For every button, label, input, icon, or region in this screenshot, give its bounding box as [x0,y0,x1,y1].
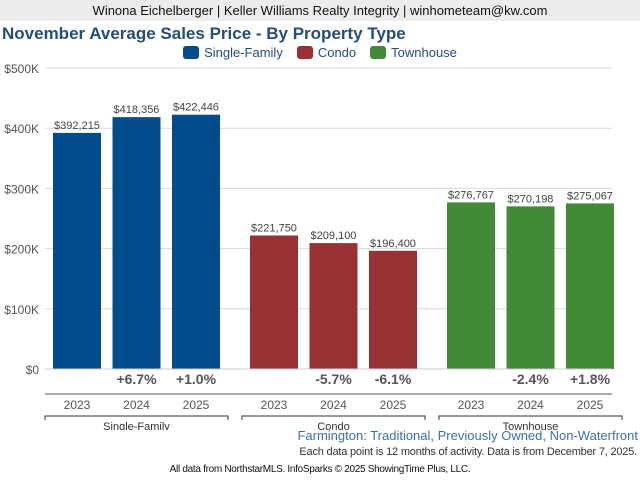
legend-item-townhouse[interactable]: Townhouse [370,45,457,60]
legend-swatch-condo [296,46,313,59]
pct-change-label: -5.7% [315,371,352,387]
data-note: Each data point is 12 months of activity… [299,446,637,458]
x-tick-label: 2024 [320,398,347,412]
legend-item-single-family[interactable]: Single-Family [183,45,283,60]
legend-label: Condo [317,45,357,60]
data-label: $221,750 [251,223,297,235]
y-tick-label: $500K [4,62,39,76]
x-tick-label: 2024 [517,398,544,412]
x-tick-label: 2023 [261,398,288,412]
group-label: Condo [317,421,349,430]
pct-change-label: +1.0% [176,371,217,387]
group-bracket [438,415,623,420]
bar [447,202,495,369]
bar-chart: $0 $100K $200K $300K $400K $500K $392,215 2023 $… [4,62,623,430]
legend-item-condo[interactable]: Condo [296,45,357,60]
footer-credit: All data from NorthstarMLS. InfoSparks ©… [169,464,471,475]
data-label: $418,356 [114,104,160,116]
chart-title: November Average Sales Price - By Proper… [2,24,406,43]
legend: Single-Family Condo Townhouse [0,45,640,60]
x-tick-label: 2025 [183,398,210,412]
data-label: $270,198 [508,193,554,205]
bar [112,117,161,369]
bar [369,250,417,369]
agent-header: Winona Eichelberger | Keller Williams Re… [0,0,640,21]
data-label: $275,067 [567,190,613,202]
pct-change-label: -2.4% [512,371,549,387]
chart-subtitle: Farmington: Traditional, Previously Owne… [297,428,638,443]
bar [250,235,298,369]
legend-swatch-townhouse [370,46,387,59]
bar [506,206,555,369]
y-tick-label: $400K [4,122,39,136]
x-tick-label: 2024 [123,398,150,412]
x-tick-label: 2025 [380,398,407,412]
bar [566,203,614,369]
group-bracket [241,415,426,420]
group-bracket [44,415,229,420]
data-label: $392,215 [54,120,100,132]
data-label: $276,767 [448,189,494,201]
pct-change-label: -6.1% [375,371,412,387]
y-tick-label: $200K [4,243,39,257]
x-tick-label: 2023 [64,398,91,412]
bar [309,243,358,369]
data-label: $422,446 [173,102,219,114]
x-tick-label: 2025 [577,398,604,412]
legend-label: Single-Family [204,45,283,60]
data-label: $209,100 [311,230,357,242]
y-tick-label: $0 [26,363,40,377]
data-label: $196,400 [370,238,416,250]
group-label: Single-Family [103,421,170,430]
legend-label: Townhouse [391,45,457,60]
pct-change-label: +6.7% [116,371,157,387]
pct-change-label: +1.8% [570,371,611,387]
y-tick-label: $100K [4,303,39,317]
legend-swatch-single-family [183,46,200,59]
x-tick-label: 2023 [458,398,485,412]
group-label: Townhouse [503,421,559,430]
bar [172,114,220,370]
y-tick-label: $300K [4,182,39,196]
bar [53,132,101,369]
